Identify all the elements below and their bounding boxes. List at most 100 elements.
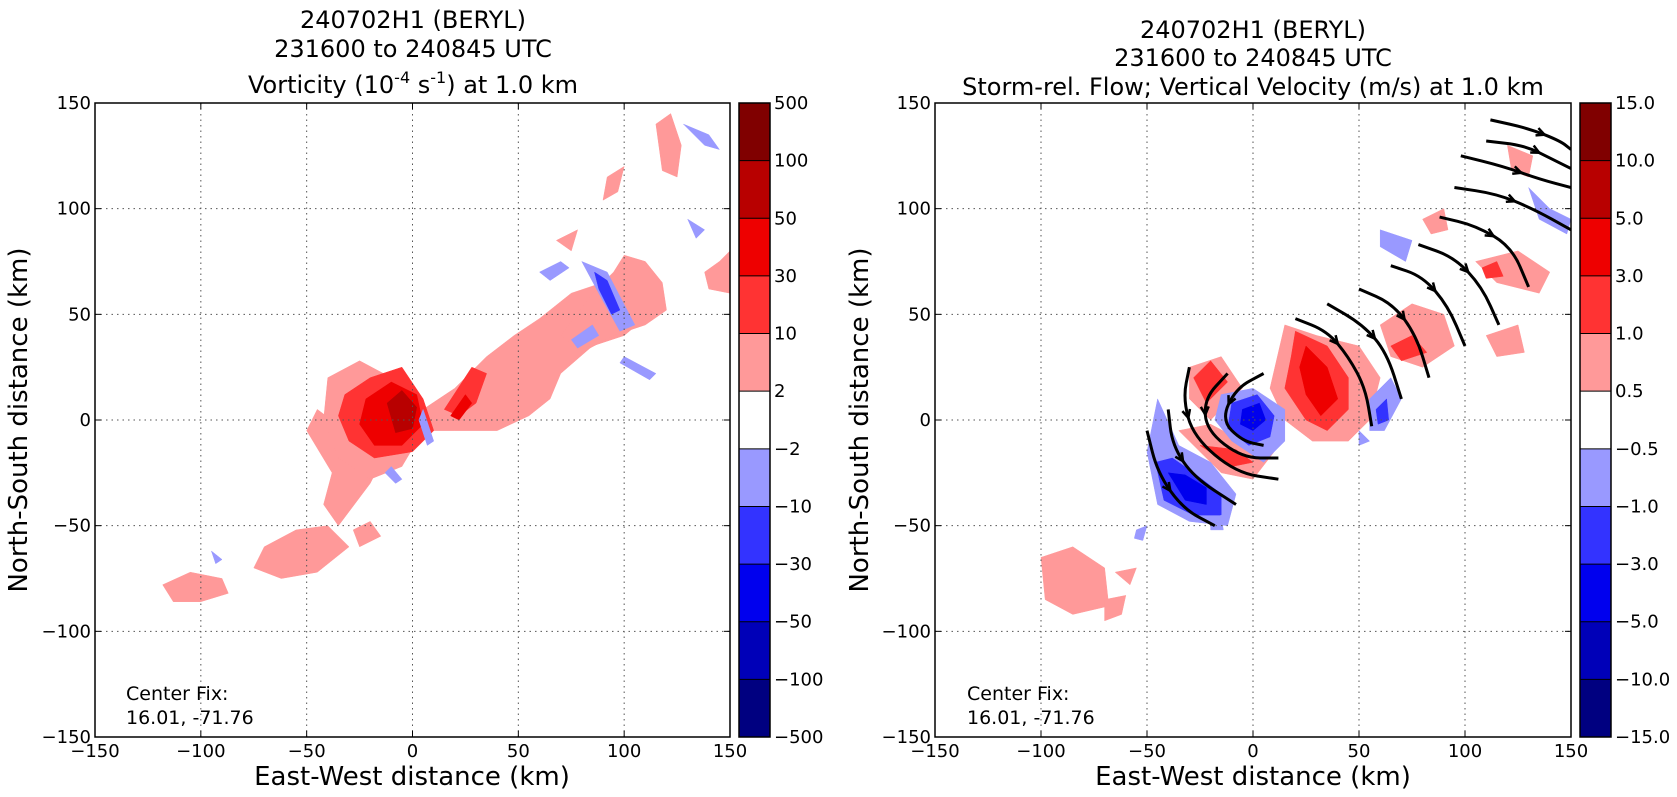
vorticity-contour-region [594, 271, 621, 315]
streamline-arrowhead [1484, 227, 1497, 238]
vorticity-colorbar-label: 100 [774, 151, 808, 172]
vorticity-colorbar-label: 10 [774, 324, 797, 345]
vorticity-colorbar-label: −2 [774, 439, 801, 460]
velocity-colorbar-label: −0.5 [1615, 439, 1659, 460]
velocity-x-tick-label: 0 [1247, 741, 1258, 762]
velocity-colorbar-label: 3.0 [1615, 266, 1644, 287]
velocity-x-tick-label: −100 [1016, 741, 1065, 762]
vorticity-contour-region [253, 525, 350, 579]
vorticity-contour-region [687, 218, 705, 239]
streamline [1460, 154, 1571, 189]
velocity-y-axis-label: North-South distance (km) [845, 247, 875, 592]
velocity-colorbar-label: −10.0 [1615, 669, 1670, 690]
velocity-center-fix-value: 16.01, -71.76 [967, 707, 1095, 729]
velocity-contour-region [1299, 345, 1339, 417]
velocity-colorbar-band [1580, 448, 1611, 507]
vorticity-title-line2: 231600 to 240845 UTC [274, 35, 552, 63]
velocity-colorbar-label: −1.0 [1615, 496, 1659, 517]
vorticity-colorbar-band [739, 103, 770, 161]
velocity-colorbar-label: 10.0 [1615, 151, 1655, 172]
vorticity-contour-region [683, 123, 721, 150]
streamline [1490, 118, 1571, 151]
vorticity-x-tick-label: 150 [713, 741, 747, 762]
vorticity-colorbar-band [739, 564, 770, 622]
vorticity-colorbar-band [739, 506, 770, 565]
velocity-colorbar-band [1580, 391, 1611, 449]
velocity-colorbar-label: −3.0 [1615, 554, 1659, 575]
velocity-contour-region [1358, 430, 1371, 446]
velocity-contour-region [1114, 567, 1137, 586]
streamline [1390, 264, 1467, 347]
vorticity-center-fix-label: Center Fix: [126, 683, 228, 705]
streamline-arrowhead [1174, 452, 1185, 464]
vorticity-y-tick-label: 100 [57, 199, 91, 220]
streamline [1326, 302, 1403, 400]
velocity-colorbar-band [1580, 333, 1611, 392]
vorticity-contour-region [162, 571, 229, 602]
velocity-contour-region [1167, 472, 1207, 505]
streamline [1145, 430, 1216, 528]
streamline-arrowhead [1181, 408, 1192, 421]
velocity-y-tick-label: −150 [882, 727, 931, 748]
streamline-arrowhead [1329, 334, 1340, 347]
vorticity-colorbar-band [739, 275, 770, 334]
vorticity-colorbar-label: −50 [774, 612, 812, 633]
vorticity-colorbar-label: −500 [774, 727, 823, 748]
vorticity-colorbar-band [739, 218, 770, 276]
vorticity-grid [95, 103, 730, 737]
velocity-colorbar: −15.0 −10.0 −5.0 −3.0 −1.0 −0.5 0.5 1.0 3.0 5.0 10… [1579, 93, 1670, 748]
vorticity-contour-region [386, 390, 417, 434]
velocity-colorbar-frame [1579, 102, 1612, 738]
velocity-contour-region [1040, 546, 1110, 615]
vorticity-x-tick-label: −50 [288, 741, 326, 762]
vorticity-colorbar-label: 50 [774, 208, 797, 229]
velocity-contour-region [1104, 595, 1127, 622]
streamline-arrowhead [1199, 405, 1210, 418]
streamline [1166, 409, 1237, 506]
vorticity-contour-region [704, 250, 730, 294]
velocity-colorbar-label: 5.0 [1615, 208, 1644, 229]
streamline-arrowhead [1161, 481, 1172, 494]
velocity-colorbar-band [1580, 506, 1611, 565]
velocity-colorbar-band [1580, 275, 1611, 334]
velocity-grid [935, 103, 1571, 737]
vorticity-colorbar-band [739, 679, 770, 737]
velocity-contour-region [1375, 398, 1389, 425]
vorticity-colorbar-band [739, 391, 770, 449]
streamline-arrowhead [1227, 395, 1237, 407]
vorticity-y-tick-label: 50 [68, 304, 91, 325]
velocity-y-tick-label: −50 [893, 516, 931, 537]
velocity-title-line3: Storm-rel. Flow; Vertical Velocity (m/s)… [962, 73, 1544, 101]
velocity-y-tick-label: 150 [897, 93, 931, 114]
streamline [1439, 215, 1530, 288]
velocity-contour-region [1390, 335, 1428, 362]
vorticity-panel: 240702H1 (BERYL) 231600 to 240845 UTC Vo… [4, 6, 823, 792]
vorticity-contour-region [450, 394, 473, 421]
storm-relative-streamlines [1145, 118, 1571, 528]
velocity-title-line2: 231600 to 240845 UTC [1114, 44, 1392, 72]
vorticity-contour-region [384, 466, 403, 484]
vorticity-colorbar-frame [738, 102, 771, 738]
velocity-x-tick-label: −150 [910, 741, 959, 762]
vorticity-colorbar-label: −30 [774, 554, 812, 575]
vorticity-x-tick-label: 100 [607, 741, 641, 762]
velocity-y-tick-label: 50 [908, 304, 931, 325]
streamline-arrowhead [1459, 263, 1471, 275]
velocity-title-line1: 240702H1 (BERYL) [1140, 16, 1366, 44]
velocity-contour-region [1481, 261, 1504, 279]
vorticity-colorbar-band [739, 333, 770, 392]
vorticity-colorbar-label: −10 [774, 496, 812, 517]
vorticity-x-axis-label: East-West distance (km) [254, 762, 570, 792]
velocity-contour-region [1193, 360, 1228, 404]
vorticity-colorbar: −500 −100 −50 −30 −10 −2 2 10 30 50 100 500 [738, 93, 823, 748]
velocity-contour-region [1422, 208, 1449, 235]
velocity-axis-ticks: −150−150 −100 −100 −50 −50 0 0 50 50 100 100 150 150 [882, 93, 1589, 762]
velocity-contour-region [1485, 324, 1525, 357]
vorticity-colorbar-label: 500 [774, 93, 808, 114]
vorticity-title-line3: Vorticity (10-4 s-1) at 1.0 km [248, 68, 578, 99]
vorticity-y-tick-label: 150 [57, 93, 91, 114]
vorticity-x-tick-label: 0 [407, 741, 418, 762]
velocity-y-tick-label: 100 [897, 199, 931, 220]
streamline [1486, 139, 1571, 170]
vorticity-colorbar-band [739, 448, 770, 507]
